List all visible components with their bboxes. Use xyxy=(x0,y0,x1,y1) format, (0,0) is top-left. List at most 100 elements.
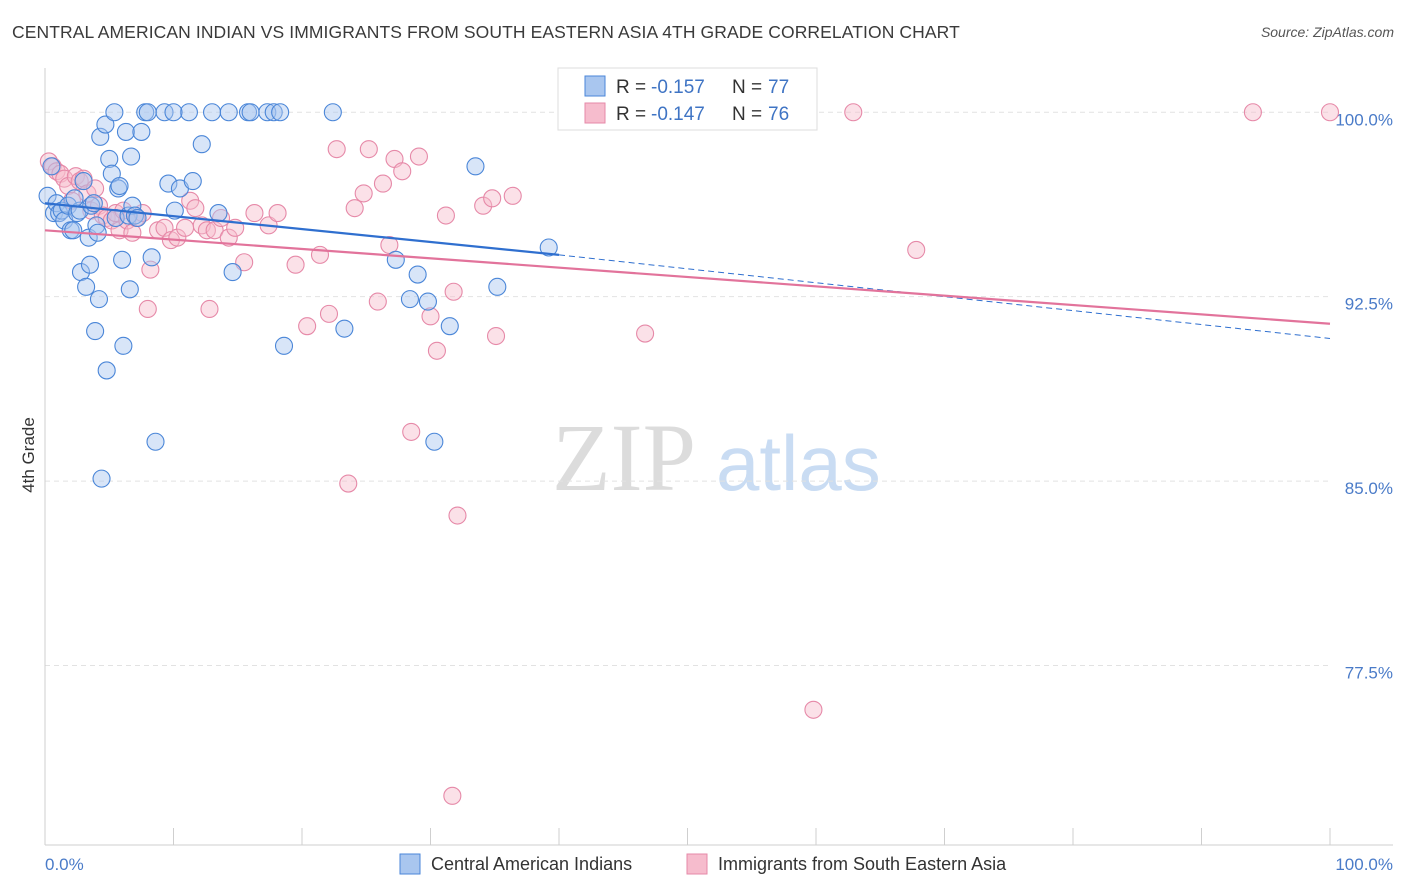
pink-data-point xyxy=(444,282,463,301)
blue-data-point xyxy=(264,103,283,122)
stats-r-value-2: -0.147 xyxy=(651,104,705,125)
pink-data-point xyxy=(168,228,187,247)
pink-data-point xyxy=(427,341,446,360)
trend-lines xyxy=(44,202,1331,339)
pink-data-point xyxy=(186,199,205,218)
trend-line-blue xyxy=(44,202,560,256)
stats-n-label-2: N = xyxy=(732,104,762,125)
chart-title: CENTRAL AMERICAN INDIAN VS IMMIGRANTS FR… xyxy=(12,22,960,42)
blue-data-point xyxy=(97,361,116,380)
pink-data-point xyxy=(373,174,393,193)
pink-data-point xyxy=(245,204,264,223)
blue-data-point xyxy=(113,250,132,269)
blue-data-point xyxy=(219,103,238,122)
blue-data-point xyxy=(64,221,83,240)
blue-data-point xyxy=(183,172,202,191)
legend-swatch-blue xyxy=(399,853,421,875)
blue-data-point xyxy=(110,176,129,196)
pink-data-point xyxy=(200,299,219,319)
blue-data-point xyxy=(539,238,558,257)
blue-data-point xyxy=(192,135,211,154)
y-axis-title: 4th Grade xyxy=(19,417,38,493)
pink-data-point xyxy=(354,184,373,203)
blue-data-point xyxy=(440,317,459,336)
pink-data-point xyxy=(486,326,506,346)
blue-data-point xyxy=(82,196,101,215)
legend-label-blue: Central American Indians xyxy=(431,854,632,874)
blue-data-point xyxy=(132,122,151,141)
axes: 100.0% 92.5% 85.0% 77.5% 0.0% 100.0% xyxy=(44,68,1393,874)
blue-data-point xyxy=(114,336,133,355)
pink-data-point xyxy=(298,317,317,336)
watermark-atlas: atlas xyxy=(716,419,881,507)
pink-data-point xyxy=(368,292,387,311)
legend-swatch-pink xyxy=(686,853,708,875)
pink-data-point xyxy=(483,189,502,208)
blue-data-point xyxy=(323,103,342,122)
blue-data-point xyxy=(408,265,427,284)
series-immigrants-se-asia xyxy=(39,103,1340,805)
blue-data-point xyxy=(466,157,485,176)
stats-r-label-1: R = xyxy=(616,77,646,98)
grid-lines xyxy=(45,111,1330,667)
legend: Central American Indians Immigrants from… xyxy=(399,853,1007,875)
pink-data-point xyxy=(474,196,493,215)
y-tick-label: 77.5% xyxy=(1345,664,1393,683)
blue-data-point xyxy=(146,432,165,451)
pink-data-point xyxy=(138,299,157,319)
blue-data-point xyxy=(116,122,136,141)
trend-line-pink xyxy=(44,229,1331,325)
chart-source: Source: ZipAtlas.com xyxy=(1260,24,1394,40)
blue-data-point xyxy=(179,103,198,122)
blue-data-point xyxy=(335,319,354,338)
pink-data-point xyxy=(436,206,455,225)
pink-data-point xyxy=(339,474,358,493)
stats-n-value-1: 77 xyxy=(768,77,789,98)
stats-r-value-1: -0.157 xyxy=(651,77,705,98)
blue-data-point xyxy=(274,336,294,355)
blue-data-point xyxy=(96,115,115,134)
x-tick-label-left: 0.0% xyxy=(45,855,84,874)
blue-data-point xyxy=(92,469,111,488)
blue-data-point xyxy=(159,174,178,193)
pink-data-point xyxy=(327,140,346,159)
x-tick-label-right: 100.0% xyxy=(1335,855,1393,874)
stats-swatch-blue xyxy=(584,75,606,97)
blue-data-point xyxy=(138,103,157,122)
blue-data-point xyxy=(223,263,242,282)
pink-data-point xyxy=(176,218,195,237)
pink-data-point xyxy=(219,228,238,247)
blue-data-point xyxy=(65,189,84,208)
series-central-american-indians xyxy=(38,103,558,488)
blue-data-point xyxy=(68,204,87,223)
blue-data-point xyxy=(80,255,100,274)
pink-data-point xyxy=(448,506,467,525)
pink-data-point xyxy=(345,199,364,218)
blue-data-point xyxy=(120,280,139,299)
blue-data-point xyxy=(418,292,437,311)
pink-data-point xyxy=(197,221,216,240)
y-tick-label: 92.5% xyxy=(1345,295,1393,314)
pink-data-point xyxy=(268,204,287,223)
pink-data-point xyxy=(443,786,462,805)
pink-data-point xyxy=(1320,103,1340,122)
stats-swatch-pink xyxy=(584,102,606,124)
pink-data-point xyxy=(503,186,522,205)
blue-data-point xyxy=(105,103,124,122)
stats-n-value-2: 76 xyxy=(768,104,789,125)
blue-data-point xyxy=(386,250,405,269)
pink-data-point xyxy=(804,700,823,719)
pink-data-point xyxy=(402,422,421,441)
legend-label-pink: Immigrants from South Eastern Asia xyxy=(718,854,1007,874)
blue-data-point xyxy=(203,103,222,122)
blue-data-point xyxy=(425,432,444,451)
stats-n-label-1: N = xyxy=(732,77,762,98)
stats-r-label-2: R = xyxy=(616,104,646,125)
blue-data-point xyxy=(100,149,119,169)
blue-data-point xyxy=(86,322,105,341)
blue-data-point xyxy=(164,103,183,122)
pink-data-point xyxy=(409,147,428,166)
blue-data-point xyxy=(122,147,141,166)
watermark-zip: ZIP xyxy=(552,404,696,511)
